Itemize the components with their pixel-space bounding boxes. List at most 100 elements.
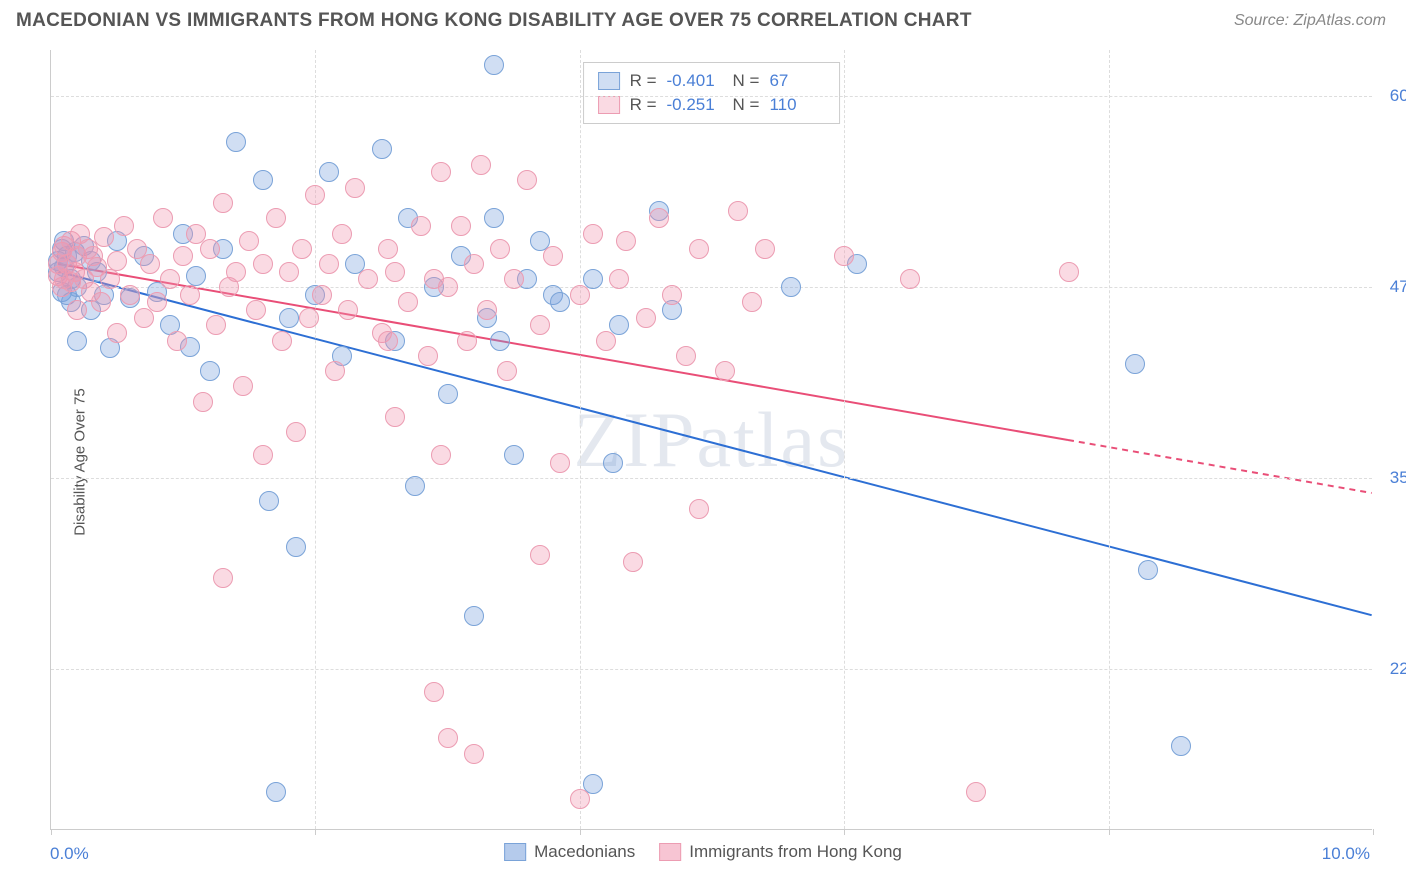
data-point [305, 185, 325, 205]
data-point [431, 162, 451, 182]
data-point [755, 239, 775, 259]
data-point [570, 789, 590, 809]
grid-line-v [580, 50, 581, 829]
data-point [91, 292, 111, 312]
data-point [253, 445, 273, 465]
data-point [411, 216, 431, 236]
data-point [345, 178, 365, 198]
grid-line-h [51, 96, 1372, 97]
x-tick-mark [844, 829, 845, 835]
data-point [451, 216, 471, 236]
data-point [246, 300, 266, 320]
data-point [490, 331, 510, 351]
data-point [292, 239, 312, 259]
data-point [609, 269, 629, 289]
data-point [272, 331, 292, 351]
data-point [484, 55, 504, 75]
data-point [160, 269, 180, 289]
x-tick-mark [1373, 829, 1374, 835]
data-point [550, 292, 570, 312]
legend-swatch [659, 843, 681, 861]
data-point [543, 246, 563, 266]
data-point [662, 285, 682, 305]
chart-title: MACEDONIAN VS IMMIGRANTS FROM HONG KONG … [16, 10, 972, 32]
data-point [596, 331, 616, 351]
data-point [728, 201, 748, 221]
data-point [530, 545, 550, 565]
legend-r-value: -0.251 [667, 95, 723, 115]
trend-line [58, 271, 1372, 615]
legend-n-label: N = [733, 95, 760, 115]
legend-stats: R =-0.401N =67R =-0.251N =110 [583, 62, 841, 124]
data-point [418, 346, 438, 366]
legend-n-value: 110 [769, 95, 825, 115]
chart-source: Source: ZipAtlas.com [1234, 12, 1386, 30]
data-point [900, 269, 920, 289]
data-point [504, 445, 524, 465]
x-tick-mark [315, 829, 316, 835]
data-point [253, 170, 273, 190]
data-point [715, 361, 735, 381]
data-point [206, 315, 226, 335]
trend-line [58, 264, 1068, 440]
data-point [457, 331, 477, 351]
legend-swatch [598, 96, 620, 114]
y-tick-label: 60.0% [1378, 86, 1406, 106]
data-point [279, 262, 299, 282]
legend-swatch [598, 72, 620, 90]
data-point [279, 308, 299, 328]
data-point [623, 552, 643, 572]
data-point [636, 308, 656, 328]
data-point [583, 224, 603, 244]
legend-r-value: -0.401 [667, 71, 723, 91]
data-point [398, 292, 418, 312]
data-point [319, 162, 339, 182]
legend-item: Macedonians [504, 842, 635, 862]
data-point [649, 208, 669, 228]
x-tick-max: 10.0% [1322, 844, 1370, 864]
data-point [603, 453, 623, 473]
data-point [550, 453, 570, 473]
y-tick-label: 35.0% [1378, 468, 1406, 488]
y-tick-label: 22.5% [1378, 659, 1406, 679]
grid-line-h [51, 287, 1372, 288]
data-point [405, 476, 425, 496]
data-point [689, 239, 709, 259]
data-point [200, 361, 220, 381]
data-point [107, 323, 127, 343]
data-point [259, 491, 279, 511]
grid-line-v [844, 50, 845, 829]
data-point [153, 208, 173, 228]
data-point [312, 285, 332, 305]
data-point [286, 422, 306, 442]
data-point [67, 331, 87, 351]
data-point [781, 277, 801, 297]
data-point [966, 782, 986, 802]
data-point [530, 315, 550, 335]
data-point [517, 170, 537, 190]
data-point [213, 193, 233, 213]
data-point [100, 269, 120, 289]
data-point [193, 392, 213, 412]
data-point [385, 262, 405, 282]
data-point [140, 254, 160, 274]
data-point [378, 331, 398, 351]
data-point [1125, 354, 1145, 374]
data-point [253, 254, 273, 274]
data-point [226, 262, 246, 282]
data-point [497, 361, 517, 381]
data-point [358, 269, 378, 289]
data-point [1171, 736, 1191, 756]
data-point [570, 285, 590, 305]
legend-swatch [504, 843, 526, 861]
data-point [167, 331, 187, 351]
chart-header: MACEDONIAN VS IMMIGRANTS FROM HONG KONG … [0, 0, 1406, 40]
legend-stats-row: R =-0.401N =67 [598, 69, 826, 93]
legend-series: Macedonians Immigrants from Hong Kong [504, 842, 902, 862]
grid-line-h [51, 669, 1372, 670]
data-point [186, 266, 206, 286]
data-point [325, 361, 345, 381]
chart-container: Disability Age Over 75 ZIPatlas R =-0.40… [0, 40, 1406, 884]
data-point [834, 246, 854, 266]
legend-item: Immigrants from Hong Kong [659, 842, 902, 862]
